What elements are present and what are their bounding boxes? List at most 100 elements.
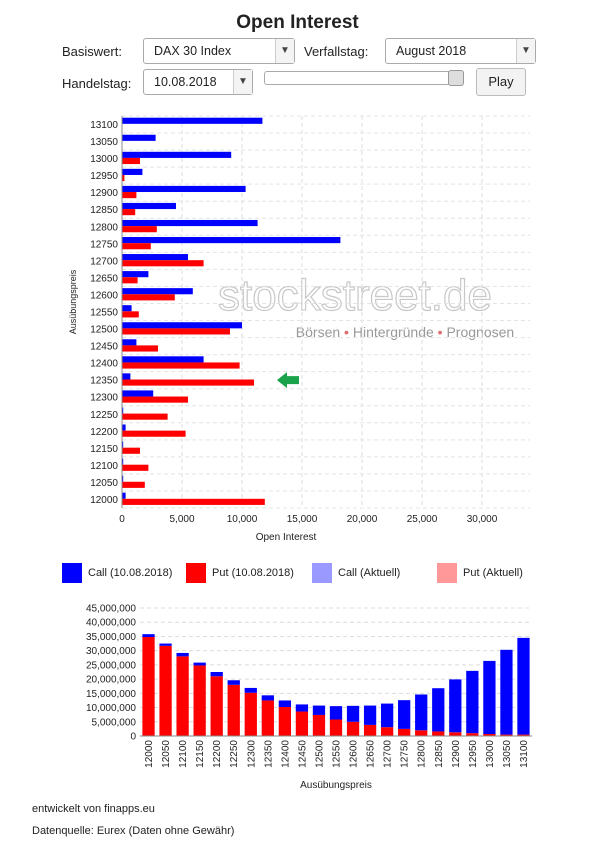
put-stack-bar [312, 714, 326, 736]
put-bar [122, 396, 188, 403]
x-tick-label: 12000 [144, 740, 155, 768]
y-tick-label: 13100 [90, 120, 118, 131]
call-bar [122, 271, 149, 278]
call-bar [122, 185, 246, 193]
y-tick-label: 12800 [90, 222, 118, 233]
legend-item[interactable]: Call (Aktuell) [312, 563, 400, 583]
call-stack-bar [244, 687, 257, 693]
put-bar [122, 464, 149, 471]
put-bar [122, 209, 136, 216]
verfallstag-value: August 2018 [396, 44, 467, 58]
y-tick-label: 12700 [90, 256, 118, 267]
call-stack-bar [500, 649, 513, 735]
x-tick-label: 12350 [263, 740, 274, 768]
x-axis-label: Ausübungspreis [300, 780, 372, 791]
call-stack-bar [278, 700, 292, 707]
y-tick-label: 12900 [90, 188, 118, 199]
y-tick-label: 15,000,000 [86, 689, 136, 700]
put-stack-bar [227, 684, 240, 736]
put-bar [122, 345, 158, 352]
legend-item[interactable]: Put (Aktuell) [437, 563, 523, 583]
x-tick-label: 5,000 [169, 514, 194, 525]
call-bar [122, 390, 154, 397]
y-tick-label: 12850 [90, 205, 118, 216]
call-stack-bar [466, 670, 479, 734]
call-bar [122, 237, 341, 244]
x-tick-label: 13050 [502, 740, 513, 768]
call-bar [122, 168, 143, 175]
put-stack-bar [346, 721, 360, 736]
call-bar [122, 407, 124, 414]
put-bar [122, 157, 140, 165]
put-stack-bar [244, 692, 257, 736]
call-bar [122, 492, 126, 499]
put-stack-bar [210, 676, 223, 736]
put-stack-bar [466, 733, 479, 736]
x-tick-label: 12900 [451, 740, 462, 768]
page-title: Open Interest [236, 12, 359, 33]
x-tick-label: 12800 [417, 740, 428, 768]
x-tick-label: 12950 [468, 740, 479, 768]
call-bar [122, 339, 137, 346]
chevron-down-icon: ▼ [233, 70, 252, 94]
y-tick-label: 12650 [90, 273, 118, 284]
x-tick-label: 12600 [349, 740, 360, 768]
put-bar [122, 379, 254, 386]
call-stack-bar [398, 700, 411, 729]
call-stack-bar [261, 695, 274, 701]
x-tick-label: 12400 [280, 740, 291, 768]
put-bar [122, 277, 138, 284]
basiswert-value: DAX 30 Index [154, 44, 232, 58]
x-tick-label: 10,000 [227, 514, 258, 525]
call-stack-bar [363, 705, 377, 725]
call-stack-bar [210, 672, 223, 677]
y-tick-label: 0 [130, 732, 136, 743]
basiswert-select[interactable]: DAX 30 Index ▼ [143, 38, 295, 64]
put-stack-bar [261, 700, 274, 736]
legend-swatch [312, 563, 332, 583]
put-stack-bar [380, 727, 394, 736]
watermark-word: Börsen [296, 324, 340, 340]
y-tick-label: 30,000,000 [86, 646, 136, 657]
y-tick-label: 12400 [90, 359, 118, 370]
y-tick-label: 12200 [90, 427, 118, 438]
watermark-word: Hintergründe [353, 324, 434, 340]
play-button[interactable]: Play [476, 68, 526, 96]
y-tick-label: 12500 [90, 325, 118, 336]
y-tick-label: 35,000,000 [86, 632, 136, 643]
basiswert-label: Basiswert: [62, 44, 122, 59]
call-stack-bar [346, 705, 360, 722]
x-tick-label: 12700 [383, 740, 394, 768]
call-stack-bar [329, 706, 343, 720]
x-tick-label: 12550 [332, 740, 343, 768]
x-tick-label: 13000 [485, 740, 496, 768]
put-stack-bar [329, 719, 343, 736]
verfallstag-label: Verfallstag: [304, 44, 369, 59]
slider-thumb[interactable] [448, 70, 464, 86]
y-tick-label: 12000 [90, 495, 118, 506]
call-bar [122, 219, 258, 227]
y-tick-label: 13000 [90, 154, 118, 165]
legend-item[interactable]: Put (10.08.2018) [186, 563, 294, 583]
legend-item[interactable]: Call (10.08.2018) [62, 563, 172, 583]
put-bar [122, 481, 145, 488]
handelstag-select[interactable]: 10.08.2018 ▼ [143, 69, 253, 95]
date-slider[interactable] [264, 70, 464, 86]
x-tick-label: 12500 [314, 740, 325, 768]
call-stack-bar [483, 660, 496, 735]
handelstag-value: 10.08.2018 [154, 75, 217, 89]
call-bar [122, 117, 263, 124]
x-tick-label: 0 [119, 514, 125, 525]
put-stack-bar [415, 730, 428, 736]
y-tick-label: 20,000,000 [86, 675, 136, 686]
legend-swatch [62, 563, 82, 583]
verfallstag-select[interactable]: August 2018 ▼ [385, 38, 536, 64]
call-stack-bar [176, 652, 189, 657]
x-tick-label: 12050 [161, 740, 172, 768]
legend-swatch [186, 563, 206, 583]
y-tick-label: 12550 [90, 308, 118, 319]
put-stack-bar [295, 711, 309, 736]
put-bar [122, 294, 175, 301]
put-stack-bar [500, 734, 513, 736]
call-stack-bar [193, 662, 206, 666]
